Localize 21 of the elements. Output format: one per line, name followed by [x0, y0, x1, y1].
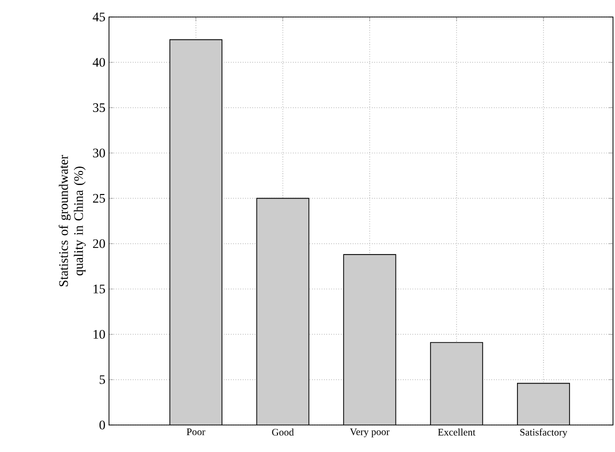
- x-tick-label: Poor: [186, 428, 206, 436]
- y-tick-label: 30: [93, 148, 105, 158]
- x-tick-label: Excellent: [438, 428, 476, 436]
- y-tick-label: 25: [93, 194, 105, 203]
- bar: [517, 382, 570, 425]
- y-tick-label: 20: [93, 239, 105, 248]
- y-tick-label: 35: [93, 103, 105, 112]
- y-tick-label: 0: [99, 420, 105, 430]
- x-tick-label: Good: [272, 428, 294, 436]
- y-tick-label: 45: [92, 12, 105, 22]
- bar: [169, 39, 222, 425]
- x-tick-label: Satisfactory: [520, 428, 568, 438]
- y-axis-title: Statistics of groundwater quality in China (%): [58, 155, 86, 286]
- y-tick-label: 5: [100, 375, 105, 384]
- y-tick-label: 15: [94, 284, 105, 294]
- y-tick-label: 40: [92, 58, 105, 67]
- y-tick-label: 10: [94, 330, 105, 339]
- bar: [430, 342, 484, 425]
- bar: [343, 254, 396, 425]
- x-tick-label: Very poor: [350, 428, 390, 438]
- bar: [256, 198, 310, 425]
